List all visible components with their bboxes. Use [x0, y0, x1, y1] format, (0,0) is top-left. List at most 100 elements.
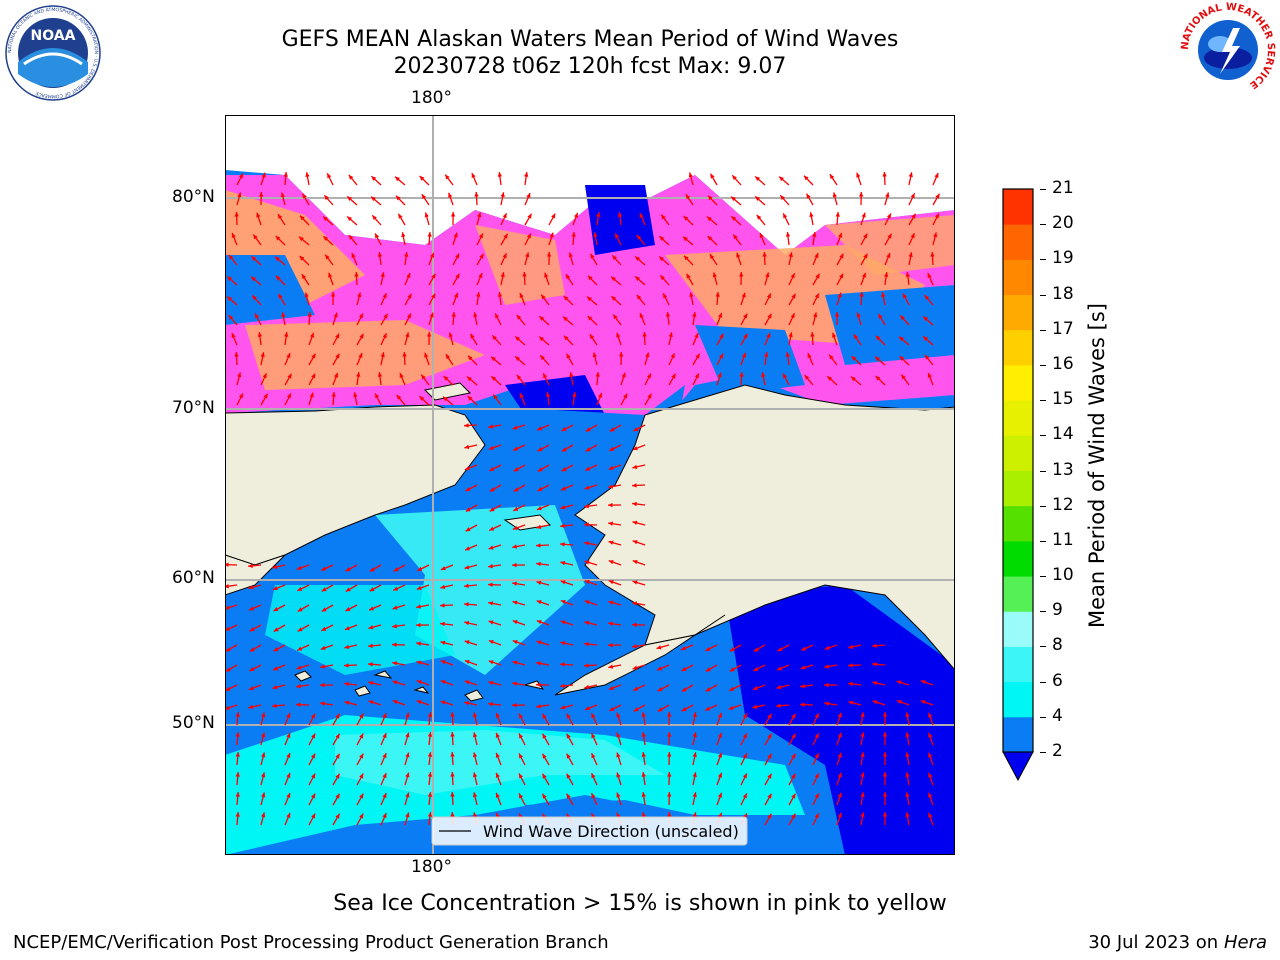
colorbar-tick-label: 13: [1052, 459, 1074, 480]
wave-arrowhead: [767, 313, 772, 319]
wave-arrowhead: [742, 733, 747, 739]
wave-arrowhead: [272, 564, 278, 570]
wave-arrowhead: [635, 276, 641, 282]
wave-arrowhead: [633, 686, 639, 691]
wave-arrowhead: [513, 467, 519, 472]
aleutian-islands: [294, 670, 545, 702]
wave-arrowhead: [560, 705, 566, 710]
wave-arrowhead: [668, 332, 673, 338]
wave-arrowhead: [335, 353, 340, 359]
wave-arrowhead: [872, 700, 878, 705]
colorbar-tick-mark: [1040, 611, 1046, 613]
wave-arrowhead: [399, 373, 404, 379]
wave-arrowhead: [667, 732, 672, 737]
wave-arrowhead: [479, 253, 484, 259]
wave-arrowhead: [783, 373, 788, 379]
wave-arrowhead: [646, 373, 651, 379]
wave-arrowhead: [595, 372, 600, 377]
wave-arrowhead: [382, 793, 387, 799]
wave-arrowhead: [759, 232, 764, 238]
wave-arrowhead: [235, 812, 240, 817]
wave-arrowhead: [566, 773, 571, 779]
wave-arrowhead: [286, 813, 291, 818]
wave-arrowhead: [450, 772, 455, 777]
wave-arrowhead: [405, 772, 410, 778]
wave-arrowhead: [283, 172, 288, 177]
wave-arrowhead: [585, 427, 591, 432]
wave-arrowhead: [753, 647, 759, 652]
colorbar-segment: [1003, 611, 1033, 647]
wave-arrowhead: [253, 234, 258, 240]
wave-arrowhead: [416, 604, 422, 609]
wave-arrowhead: [512, 660, 518, 665]
wave-arrowhead: [835, 212, 840, 217]
colorbar-tick-label: 4: [1052, 705, 1063, 726]
wave-arrowhead: [440, 584, 446, 590]
wave-arrowhead: [395, 176, 400, 182]
wave-arrowhead: [563, 335, 569, 341]
wave-arrowhead: [382, 713, 387, 719]
wave-arrowhead: [359, 793, 364, 799]
legend-label: Wind Wave Direction (unscaled): [483, 822, 739, 841]
wave-arrowhead: [356, 372, 361, 377]
wave-arrowhead: [875, 335, 881, 341]
wave-arrowhead: [488, 582, 493, 587]
wave-arrowhead: [448, 192, 453, 198]
wave-arrowhead: [566, 353, 571, 359]
wave-arrowhead: [539, 336, 544, 342]
wave-arrowhead: [392, 642, 397, 647]
colorbar-tick-mark: [1040, 224, 1046, 226]
wave-arrowhead: [667, 772, 672, 777]
wave-arrowhead: [632, 483, 637, 488]
wave-arrowhead: [261, 792, 266, 798]
wave-arrowhead: [832, 192, 837, 198]
wave-arrowhead: [882, 172, 887, 177]
wave-arrowhead: [255, 313, 260, 319]
wave-arrowhead: [692, 312, 697, 317]
wave-arrowhead: [541, 294, 546, 300]
wave-arrowhead: [560, 683, 565, 689]
wave-arrowhead: [883, 272, 889, 277]
wave-arrowhead: [617, 212, 623, 217]
wave-arrowhead: [584, 580, 590, 585]
wave-arrowhead: [427, 712, 433, 717]
wave-arrowhead: [616, 772, 621, 778]
wave-arrowhead: [464, 444, 470, 450]
wave-arrowhead: [824, 682, 829, 688]
lon-label-bottom: 180°: [411, 857, 452, 877]
wave-arrowhead: [860, 732, 865, 738]
wave-arrowhead: [863, 253, 868, 259]
colorbar-tick-label: 20: [1052, 213, 1074, 234]
wave-arrowhead: [863, 233, 868, 239]
wave-arrowhead: [225, 667, 231, 672]
wave-arrowhead: [671, 373, 676, 379]
wave-arrowhead: [641, 792, 646, 797]
wave-arrowhead: [273, 607, 279, 612]
colorbar-tick-mark: [1040, 576, 1046, 578]
wave-arrowhead: [791, 793, 796, 799]
wave-arrowhead: [755, 196, 761, 202]
wave-arrowhead: [560, 641, 566, 646]
wave-arrowhead: [544, 272, 549, 278]
wave-arrowhead: [899, 356, 905, 361]
wave-arrowhead: [632, 501, 637, 507]
wave-arrowhead: [311, 773, 316, 779]
wave-arrowhead: [524, 172, 529, 177]
wave-arrowhead: [542, 713, 547, 719]
wave-arrowhead: [783, 213, 788, 219]
wave-arrowhead: [683, 255, 689, 261]
wave-arrowhead: [275, 235, 281, 241]
wave-arrowhead: [837, 752, 842, 758]
wave-arrowhead: [710, 173, 715, 179]
wave-arrowhead: [608, 502, 613, 508]
wave-arrowhead: [302, 193, 307, 199]
wave-arrowhead: [762, 252, 767, 257]
wave-arrowhead: [905, 732, 910, 738]
wave-arrowhead: [512, 581, 517, 586]
wave-arrowhead: [572, 392, 577, 397]
wave-arrowhead: [767, 733, 772, 739]
wave-arrowhead: [608, 540, 614, 545]
colorbar-segment: [1003, 716, 1033, 753]
colorbar-tick-mark: [1040, 681, 1046, 683]
colorbar-under-arrow: [1002, 751, 1034, 782]
